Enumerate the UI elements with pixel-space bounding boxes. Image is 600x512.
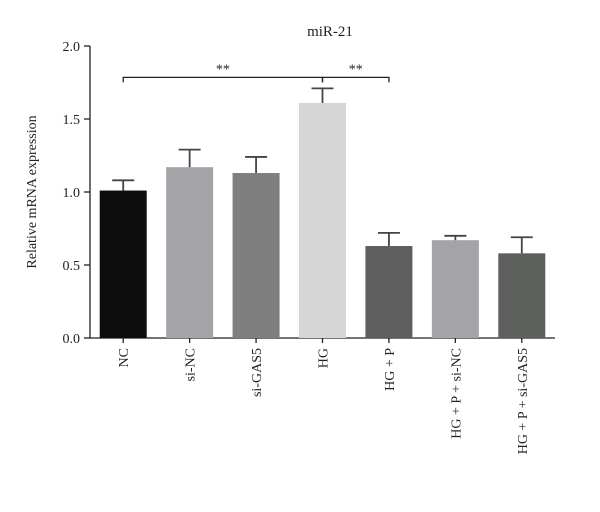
bar (299, 102, 346, 338)
significance-brackets: ** ** (122, 62, 390, 83)
bar (498, 253, 546, 338)
y-tick-label: 0.5 (63, 259, 81, 274)
x-category-label: HG + P (383, 348, 398, 391)
significance-label: ** (216, 62, 230, 77)
x-category-label: HG + P + si-NC (449, 348, 464, 439)
bars (99, 102, 546, 338)
x-category-labels: NC si-NC si-GAS5 HG HG + P HG + P + si-NC HG +… (117, 338, 531, 454)
y-tick-label: 1.0 (63, 186, 81, 201)
bar (99, 190, 147, 338)
bar (232, 173, 280, 338)
significance-bracket (122, 76, 324, 83)
x-category-label: si-GAS5 (250, 348, 265, 397)
x-category-label: NC (117, 348, 132, 367)
y-ticks: 0.0 0.5 1.0 1.5 2.0 (63, 40, 90, 347)
y-axis-label: Relative mRNA expression (25, 115, 40, 268)
y-tick-label: 0.0 (63, 332, 81, 347)
chart-title: miR-21 (307, 24, 353, 40)
bar (166, 167, 214, 338)
bar (365, 246, 413, 338)
x-category-label: HG (317, 348, 332, 368)
y-tick-label: 1.5 (63, 113, 81, 128)
x-category-label: HG + P + si-GAS5 (516, 348, 531, 454)
x-category-label: si-NC (184, 348, 199, 381)
error-bars (112, 87, 533, 254)
y-tick-label: 2.0 (63, 40, 81, 55)
significance-label: ** (349, 62, 363, 77)
bar (431, 240, 479, 338)
significance-bracket (321, 76, 390, 83)
